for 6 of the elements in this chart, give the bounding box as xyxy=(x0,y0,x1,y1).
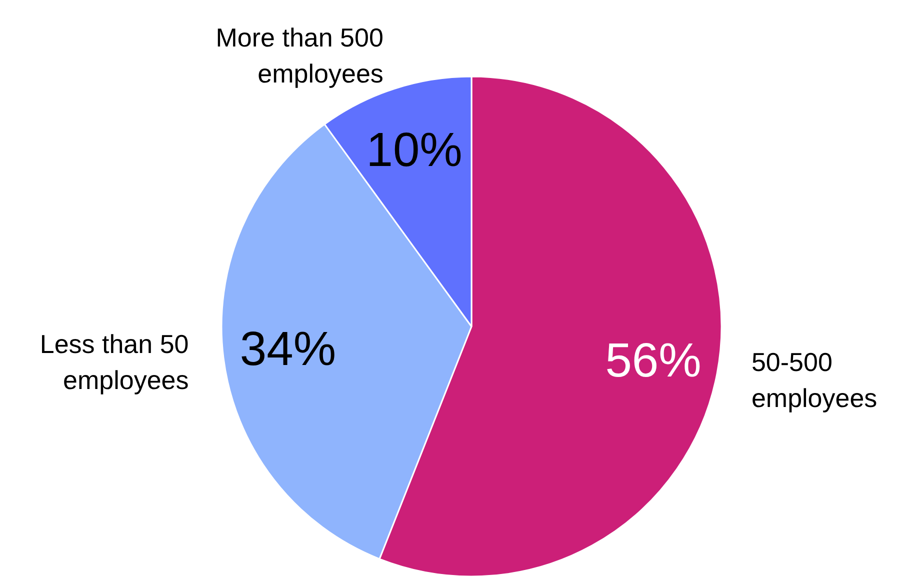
slice-label: 50-500 employees xyxy=(751,346,878,413)
slice-label: Less than 50 employees xyxy=(40,329,189,396)
data-label: 10% xyxy=(366,124,462,178)
data-label: 56% xyxy=(605,334,702,388)
slice-label: More than 500 employees xyxy=(216,22,384,88)
data-label: 34% xyxy=(240,323,336,376)
